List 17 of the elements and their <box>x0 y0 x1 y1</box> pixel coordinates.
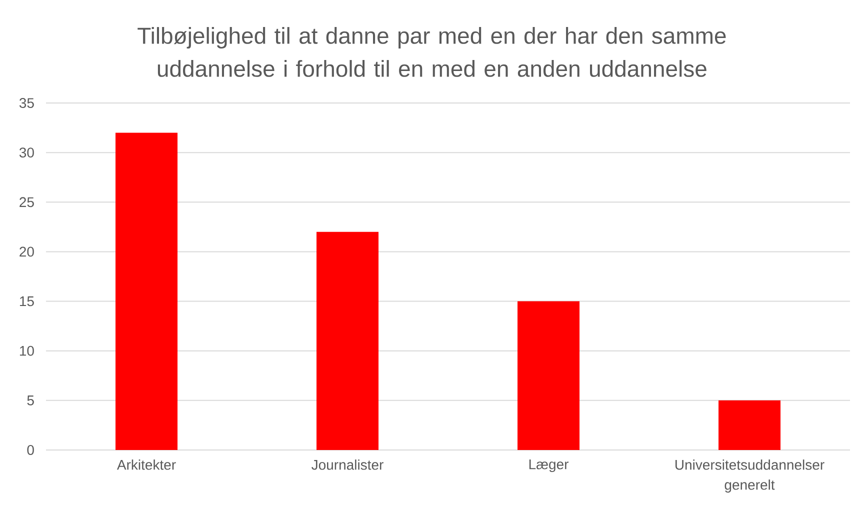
bar <box>116 132 178 450</box>
x-tick-label: Universitetsuddannelser generelt <box>675 460 824 493</box>
y-tick-label: 20 <box>20 246 34 257</box>
y-tick-label: 30 <box>19 148 34 158</box>
y-tick-label: 10 <box>20 346 34 356</box>
y-tick-label: 25 <box>20 197 34 208</box>
chart-title: Tilbøjelighed til at danne par med en der har den samme uddannelse i forhold til en med en anden uddannelse <box>138 27 726 77</box>
x-tick-label: Journalister <box>312 460 384 470</box>
x-tick-label: Arkitekter <box>116 460 176 470</box>
y-tick-label: 15 <box>20 296 34 306</box>
y-tick-label: 0 <box>27 445 34 455</box>
y-tick-label: 35 <box>19 98 34 108</box>
x-tick-label: Læger <box>529 460 569 472</box>
bar <box>518 301 580 450</box>
bar <box>718 400 781 450</box>
y-tick-label: 5 <box>27 396 34 406</box>
bar <box>316 232 379 450</box>
